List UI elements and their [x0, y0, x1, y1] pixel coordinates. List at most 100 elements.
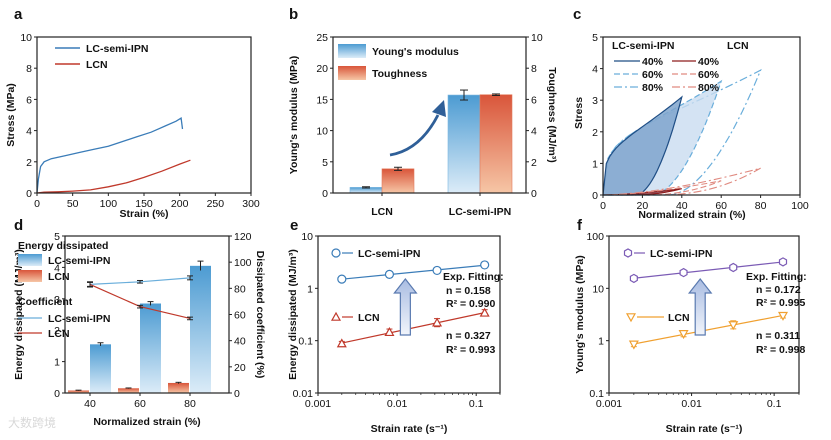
y-axis-a-tick-label: 0	[26, 188, 32, 200]
y-axis-c-tick-label: 3	[592, 95, 598, 107]
bar-energy-lcn	[118, 388, 139, 393]
hysteresis-loop-ipn-80	[602, 68, 762, 196]
fit-n-f: n = 0.311	[756, 330, 800, 342]
fit-n-f: n = 0.172	[756, 284, 801, 296]
fit-r2-e: R² = 0.990	[446, 298, 495, 310]
legend-marker-e	[331, 248, 341, 258]
x-axis-a-tick-label: 0	[34, 198, 40, 210]
y-axis-a-tick-label: 2	[26, 157, 32, 169]
y-axis-right-b-tick-label: 8	[531, 63, 537, 75]
y-axis-left-d-tick-label: 3	[54, 294, 60, 306]
data-point-lc-semi-ipn	[384, 269, 395, 279]
fit-r2-f: R² = 0.995	[756, 297, 805, 309]
panel-label-b: b	[289, 6, 298, 23]
legend-label-d: LCN	[48, 271, 70, 283]
x-axis-title-e: Strain rate (s⁻¹)	[371, 423, 448, 435]
y-axis-a-tick-label: 8	[26, 63, 32, 75]
y-axis-title-right-d: Dissipated coefficient (%)	[254, 251, 266, 379]
data-point-lcn	[777, 311, 789, 321]
x-axis-a-tick-label: 50	[67, 198, 79, 210]
fit-title-e: Exp. Fitting:	[443, 271, 504, 283]
panel-label-f: f	[577, 217, 583, 234]
legend-label-e: LCN	[358, 312, 380, 324]
y-axis-right-d-tick-label: 80	[234, 283, 246, 295]
legend-label-d: LC-semi-IPN	[48, 313, 110, 325]
x-axis-a-tick-label: 100	[100, 198, 118, 210]
y-axis-right-b-tick-label: 2	[531, 157, 537, 169]
legend-row-label-c: 40%	[698, 56, 720, 68]
plot-frame-b	[332, 36, 527, 194]
legend-title-d: Energy dissipated	[18, 240, 108, 252]
data-point-lc-semi-ipn	[432, 265, 442, 276]
y-axis-e-tick-label: 10	[301, 231, 313, 243]
legend-marker-e	[330, 311, 342, 321]
x-axis-a-tick-label: 300	[242, 198, 260, 210]
increase-up-arrow	[687, 278, 713, 336]
y-axis-right-d-tick-label: 20	[234, 362, 246, 374]
y-axis-c-tick-label: 1	[592, 158, 598, 170]
x-axis-d-tick-label: 60	[134, 398, 146, 410]
bar-energy-lcn	[168, 382, 189, 393]
y-axis-right-d-tick-label: 100	[234, 257, 252, 269]
fit-line-lcn	[633, 314, 784, 345]
data-point-lcn	[628, 340, 639, 350]
bar-energy-lc-semi-ipn	[140, 303, 161, 393]
x-axis-title-d: Normalized strain (%)	[93, 416, 200, 428]
y-axis-c-tick-label: 0	[592, 190, 598, 202]
x-axis-a-tick-label: 200	[171, 198, 189, 210]
legend-swatch-d	[18, 254, 42, 266]
hysteresis-loop-ipn-40	[602, 95, 683, 196]
x-axis-title-a: Strain (%)	[119, 208, 168, 220]
data-point-lcn	[678, 330, 689, 340]
x-axis-f-tick-label: 0.001	[596, 398, 622, 410]
legend-row-label-c: 40%	[642, 56, 664, 68]
hysteresis-loop-lcn-60	[602, 180, 722, 196]
data-point-lc-semi-ipn	[629, 273, 638, 284]
legend-label-e: LC-semi-IPN	[358, 248, 420, 260]
x-axis-c-tick-label: 60	[715, 200, 727, 212]
x-axis-a-tick-label: 250	[207, 198, 225, 210]
watermark-text: 大数跨境	[8, 416, 57, 430]
x-axis-c-tick-label: 100	[791, 200, 809, 212]
fit-line-lc-semi-ipn	[633, 261, 784, 279]
increase-arrow	[389, 114, 440, 157]
y-axis-left-d-tick-label: 5	[54, 231, 60, 243]
y-axis-right-d-tick-label: 0	[234, 388, 240, 400]
legend-label-a: LCN	[86, 59, 108, 71]
y-axis-a-tick-label: 6	[26, 94, 32, 106]
fit-r2-f: R² = 0.998	[756, 344, 805, 356]
y-axis-a-tick-label: 10	[20, 32, 32, 44]
x-axis-c-tick-label: 80	[755, 200, 767, 212]
legend-swatch-b	[338, 66, 366, 80]
plot-frame-e	[317, 235, 501, 394]
y-axis-f-tick-label: 10	[592, 283, 604, 295]
y-axis-left-b-tick-label: 0	[322, 188, 328, 200]
fit-n-e: n = 0.327	[446, 330, 491, 342]
increase-arrow-head	[432, 100, 446, 117]
x-axis-title-f: Strain rate (s⁻¹)	[666, 423, 743, 435]
y-axis-f-tick-label: 1	[598, 336, 604, 348]
legend-row-label-c: 60%	[642, 69, 664, 81]
plot-frame-f	[608, 235, 800, 394]
x-axis-c-tick-label: 40	[676, 200, 688, 212]
bar-modulus	[447, 94, 481, 194]
legend-marker-f	[623, 248, 633, 258]
data-point-lc-semi-ipn	[679, 267, 688, 278]
x-axis-d-tick-label: 40	[84, 398, 96, 410]
y-axis-right-d-tick-label: 60	[234, 310, 246, 322]
y-axis-left-d-tick-label: 0	[54, 388, 60, 400]
fit-r2-e: R² = 0.993	[446, 344, 495, 356]
increase-up-arrow	[393, 278, 418, 336]
y-axis-c-tick-label: 4	[592, 64, 598, 76]
y-axis-right-b-tick-label: 6	[531, 94, 537, 106]
legend-header-c: LC-semi-IPN	[612, 40, 674, 52]
legend-label-f: LCN	[668, 312, 690, 324]
plot-frame-a	[36, 36, 252, 194]
stress-strain-line-lcn	[36, 159, 191, 194]
legend-label-a: LC-semi-IPN	[86, 43, 148, 55]
legend-label-b: Young's modulus	[372, 46, 459, 58]
y-axis-left-d-tick-label: 4	[54, 262, 60, 274]
data-point-lc-semi-ipn	[778, 257, 788, 267]
legend-title-d: Coefficient	[18, 296, 73, 308]
x-axis-d-tick-label: 80	[184, 398, 196, 410]
